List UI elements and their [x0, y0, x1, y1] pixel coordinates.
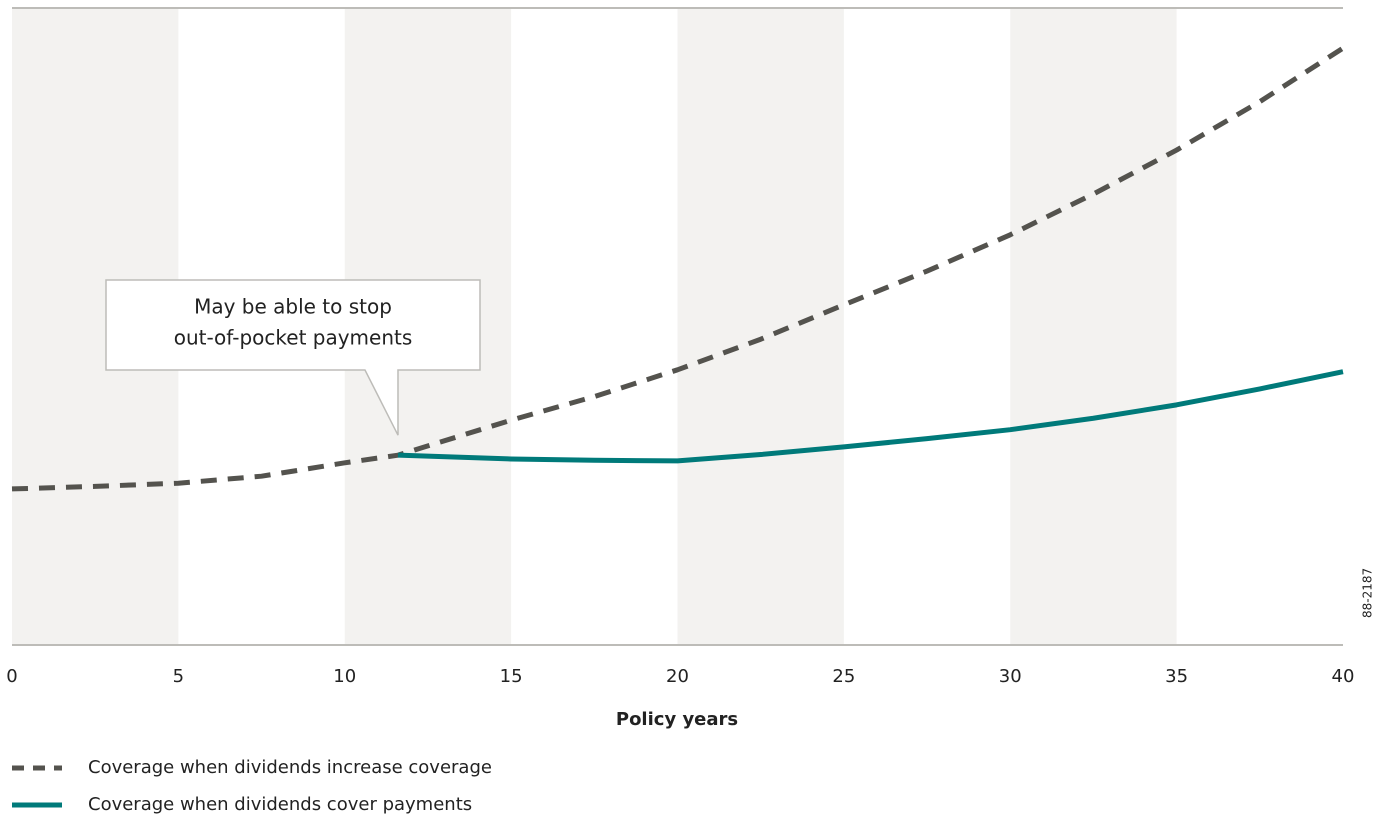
band: [677, 8, 844, 645]
band: [1010, 8, 1177, 645]
x-tick-label: 40: [1332, 666, 1355, 687]
x-axis-label: Policy years: [616, 709, 738, 730]
x-tick-label: 30: [999, 666, 1022, 687]
legend-label: Coverage when dividends cover payments: [88, 794, 472, 815]
x-tick-label: 5: [173, 666, 184, 687]
legend-label: Coverage when dividends increase coverag…: [88, 757, 492, 778]
x-tick-label: 25: [832, 666, 855, 687]
series-line: [397, 369, 1344, 464]
x-tick-label: 20: [666, 666, 689, 687]
callout: [105, 279, 481, 436]
annotation-text: May be able to stop: [194, 295, 392, 319]
x-tick-label: 35: [1165, 666, 1188, 687]
x-tick-label: 10: [333, 666, 356, 687]
x-tick-label: 15: [500, 666, 523, 687]
figure-code: 88-2187: [1361, 568, 1375, 618]
x-tick-label: 0: [6, 666, 17, 687]
series-line: [11, 46, 1345, 492]
annotation-text: out-of-pocket payments: [174, 326, 413, 350]
